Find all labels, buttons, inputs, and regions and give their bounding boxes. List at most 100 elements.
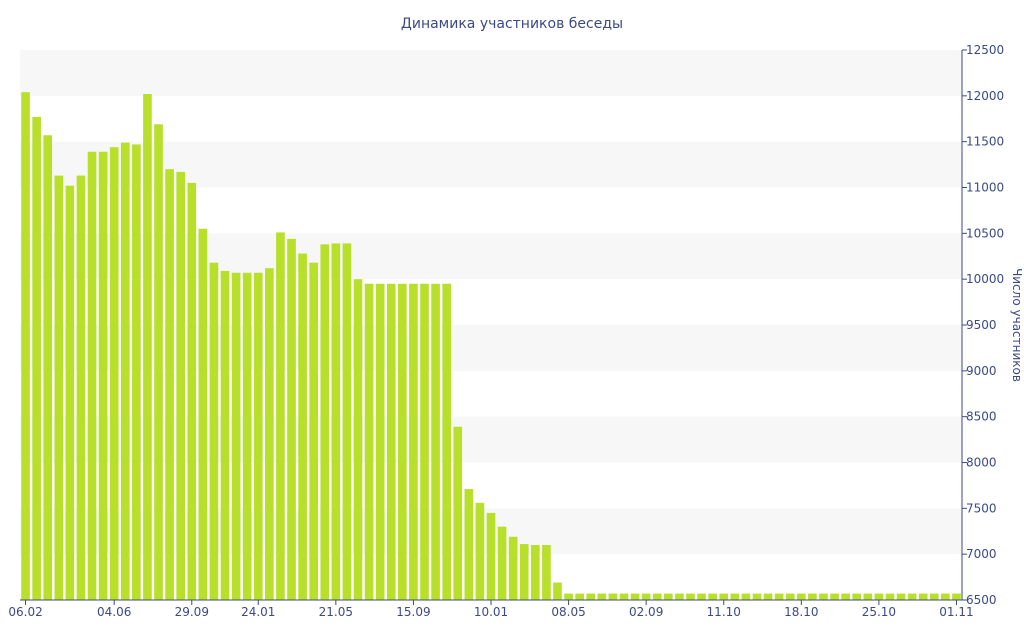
bar xyxy=(375,283,385,600)
bar xyxy=(719,593,729,600)
bar xyxy=(675,593,684,600)
bar xyxy=(586,593,596,600)
grid-band xyxy=(20,50,962,96)
bar xyxy=(464,489,474,600)
bar xyxy=(132,144,141,601)
bar xyxy=(575,593,584,600)
bar xyxy=(276,232,285,601)
y-tick-label: 11000 xyxy=(966,181,1004,195)
x-tick-label: 29.09 xyxy=(175,605,209,619)
y-tick-label: 8000 xyxy=(966,456,997,470)
bar xyxy=(242,272,252,600)
bar xyxy=(187,182,197,601)
bar xyxy=(918,593,928,600)
y-tick-label: 9500 xyxy=(966,318,997,332)
x-tick-label: 01.11 xyxy=(939,605,973,619)
bar xyxy=(641,593,651,600)
bar xyxy=(320,244,330,600)
bar xyxy=(331,243,341,601)
y-axis: 12500 12000 11500 11000 10500 10000 9500 9000 85… xyxy=(961,43,1004,607)
bar-series xyxy=(21,92,961,601)
bar xyxy=(398,283,407,600)
x-tick-label: 08.05 xyxy=(551,605,585,619)
y-axis-title: Число участников xyxy=(1010,268,1024,382)
bar xyxy=(486,512,496,600)
bar xyxy=(287,238,296,600)
bar xyxy=(664,593,673,600)
bar xyxy=(874,593,884,600)
bar xyxy=(652,593,662,600)
bar xyxy=(741,593,751,600)
x-tick-label: 15.09 xyxy=(396,605,430,619)
y-tick-label: 11500 xyxy=(966,135,1004,149)
bar xyxy=(353,279,363,600)
bar xyxy=(154,124,163,600)
y-tick-label: 6500 xyxy=(966,593,997,607)
bar xyxy=(43,135,53,600)
bar xyxy=(220,270,230,600)
bar xyxy=(929,593,939,600)
bar xyxy=(508,536,518,600)
bar xyxy=(819,593,828,600)
bar xyxy=(774,593,784,600)
bar xyxy=(830,593,839,600)
y-tick-label: 7000 xyxy=(966,547,997,561)
bar xyxy=(76,175,86,600)
bar xyxy=(143,94,152,600)
x-tick-label: 04.06 xyxy=(97,605,131,619)
bar xyxy=(686,593,695,600)
bar xyxy=(231,272,241,600)
bar xyxy=(531,545,540,600)
bar xyxy=(409,283,418,600)
bar xyxy=(708,593,717,600)
bar xyxy=(863,593,873,600)
bar xyxy=(796,593,806,600)
x-tick-label: 25.10 xyxy=(862,605,896,619)
bar xyxy=(907,593,917,600)
bar xyxy=(808,593,817,600)
y-tick-label: 12500 xyxy=(966,43,1004,57)
bar xyxy=(442,283,451,600)
bar xyxy=(176,171,186,601)
bar xyxy=(109,147,119,601)
bar xyxy=(165,169,174,601)
bar xyxy=(553,582,562,600)
x-tick-label: 11.10 xyxy=(707,605,741,619)
bar xyxy=(852,593,862,600)
bar xyxy=(885,593,895,600)
bar xyxy=(65,185,75,601)
x-tick-label: 06.02 xyxy=(8,605,42,619)
bar xyxy=(364,283,374,600)
x-tick-label: 18.10 xyxy=(784,605,818,619)
x-axis: 06.02 04.06 29.09 24.01 21.05 15.09 10.01 08.05… xyxy=(8,599,974,619)
bar xyxy=(209,262,219,600)
x-tick-label: 10.01 xyxy=(474,605,508,619)
x-tick-label: 24.01 xyxy=(241,605,275,619)
x-tick-label: 21.05 xyxy=(319,605,353,619)
chart-title: Динамика участников беседы xyxy=(401,16,623,32)
bar xyxy=(941,593,950,600)
bar xyxy=(431,283,440,600)
y-tick-label: 8500 xyxy=(966,410,997,424)
y-tick-label: 12000 xyxy=(966,89,1004,103)
y-tick-label: 10500 xyxy=(966,226,1004,240)
bar xyxy=(54,175,64,600)
bar xyxy=(87,151,97,600)
bar xyxy=(841,593,850,600)
bar xyxy=(519,544,529,600)
bar xyxy=(497,526,507,600)
bar xyxy=(265,268,274,600)
bar xyxy=(952,593,961,600)
bar xyxy=(420,283,429,600)
bar xyxy=(619,593,629,600)
bar xyxy=(475,502,485,600)
bar xyxy=(763,593,773,600)
bar xyxy=(198,228,208,600)
bar xyxy=(630,593,640,600)
bar xyxy=(253,272,263,600)
bar xyxy=(542,545,551,600)
y-tick-label: 9000 xyxy=(966,364,997,378)
bar xyxy=(730,593,740,600)
